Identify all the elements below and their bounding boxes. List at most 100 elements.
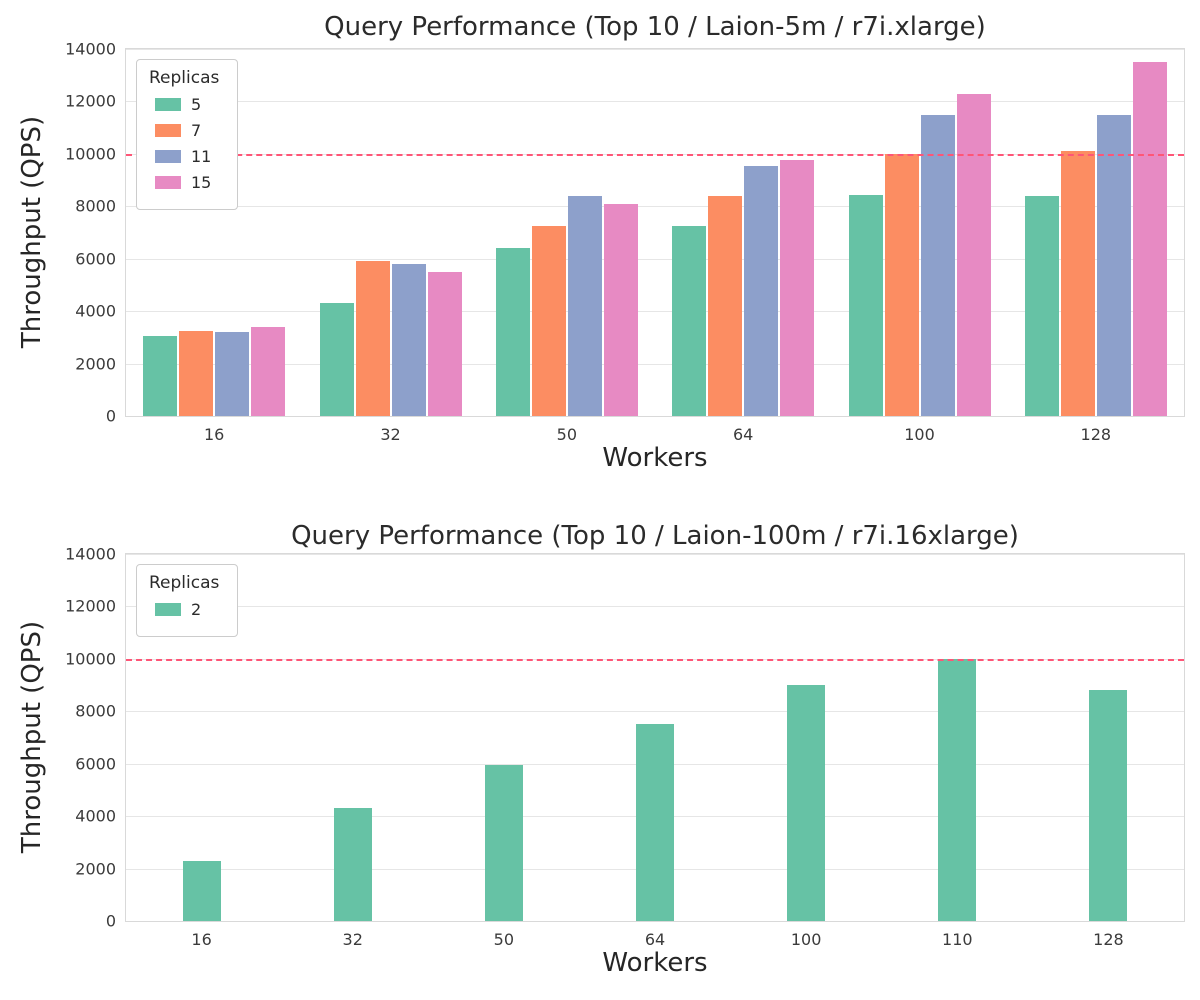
bar — [884, 153, 919, 416]
legend-item: 2 — [155, 600, 219, 619]
legend-label: 7 — [191, 121, 202, 140]
bar — [215, 332, 250, 416]
legend-item: 15 — [155, 173, 219, 192]
bar — [780, 159, 815, 416]
y-tick-label: 2000 — [75, 859, 116, 879]
legend-item: 7 — [155, 121, 219, 140]
bar — [744, 165, 779, 416]
legend-swatch — [155, 98, 181, 111]
bar — [179, 330, 214, 416]
gridline — [126, 49, 1184, 50]
y-tick-label: 14000 — [65, 544, 116, 564]
y-tick-label: 4000 — [75, 806, 116, 826]
legend-label: 11 — [191, 147, 212, 166]
legend-swatch — [155, 603, 181, 616]
x-tick-label: 32 — [342, 930, 363, 949]
gridline — [126, 554, 1184, 555]
x-tick-label: 128 — [1093, 930, 1124, 949]
y-tick-label: 10000 — [65, 649, 116, 669]
legend-swatch — [155, 176, 181, 189]
chart-title: Query Performance (Top 10 / Laion-5m / r… — [324, 12, 986, 42]
legend-title: Replicas — [149, 573, 220, 593]
legend-item: 5 — [155, 95, 219, 114]
y-tick-label: 12000 — [65, 596, 116, 616]
x-tick-label: 50 — [493, 930, 515, 949]
gridline — [126, 711, 1184, 713]
gridline — [126, 363, 1184, 365]
y-tick-label: 14000 — [65, 39, 116, 59]
bar — [182, 860, 221, 921]
y-tick-label: 6000 — [75, 754, 116, 774]
bar — [251, 327, 286, 416]
chart-laion-100m: Query Performance (Top 10 / Laion-100m /… — [0, 505, 1200, 1000]
bar — [956, 93, 991, 416]
x-tick-label: 64 — [732, 425, 754, 444]
bar — [1089, 690, 1128, 921]
x-tick-label: 50 — [556, 425, 578, 444]
bar — [333, 808, 372, 921]
bar — [531, 225, 566, 416]
y-tick-label: 0 — [105, 406, 116, 426]
x-axis-label: Workers — [602, 443, 708, 473]
y-axis-label: Throughput (QPS) — [17, 620, 47, 854]
gridline — [126, 206, 1184, 208]
legend: Replicas 2 — [136, 564, 239, 637]
bar — [355, 261, 390, 416]
x-tick-label: 128 — [1080, 425, 1112, 444]
x-axis-label: Workers — [602, 948, 708, 978]
bar — [567, 195, 602, 416]
x-tick-label: 110 — [942, 930, 973, 949]
bar — [708, 195, 743, 416]
bar — [391, 263, 426, 416]
bar — [787, 685, 826, 921]
y-tick-label: 2000 — [75, 354, 116, 374]
gridline — [126, 311, 1184, 313]
y-tick-label: 12000 — [65, 91, 116, 111]
plot-area: 0 2000 4000 6000 8000 10000 12000 14000 16 32 50 64… — [65, 545, 1185, 949]
legend-swatch — [155, 124, 181, 137]
legend-label: 2 — [191, 600, 202, 619]
gridline — [126, 258, 1184, 260]
bar — [1024, 195, 1059, 416]
bar — [1096, 114, 1131, 416]
y-tick-label: 8000 — [75, 701, 116, 721]
bar — [848, 194, 883, 416]
chart-laion-5m: Query Performance (Top 10 / Laion-5m / r… — [0, 0, 1200, 495]
y-axis-label: Throughput (QPS) — [17, 115, 47, 349]
y-tick-label: 10000 — [65, 144, 116, 164]
x-tick-label: 64 — [644, 930, 666, 949]
y-tick-label: 4000 — [75, 301, 116, 321]
legend-item: 11 — [155, 147, 219, 166]
bar — [427, 271, 462, 416]
bar — [319, 303, 354, 416]
plot-area: 0 2000 4000 6000 8000 10000 12000 14000 16 32 50 64… — [65, 40, 1185, 444]
reference-line — [126, 658, 1184, 661]
bar — [1132, 62, 1167, 416]
chart-title: Query Performance (Top 10 / Laion-100m /… — [291, 521, 1019, 551]
x-tick-label: 100 — [904, 425, 935, 444]
legend-label: 15 — [191, 173, 212, 192]
bar — [495, 248, 530, 416]
x-tick-label: 16 — [203, 425, 225, 444]
legend: Replicas 5 7 11 15 — [136, 59, 239, 210]
bar — [920, 114, 955, 416]
y-tick-label: 6000 — [75, 249, 116, 269]
reference-line — [126, 153, 1184, 156]
bar — [636, 724, 674, 921]
y-tick-label: 0 — [105, 911, 116, 931]
bar — [143, 336, 178, 416]
gridline — [126, 101, 1184, 103]
y-tick-label: 8000 — [75, 196, 116, 216]
legend-title: Replicas — [149, 68, 220, 88]
legend-label: 5 — [191, 95, 202, 114]
legend-swatch — [155, 150, 181, 163]
gridline — [126, 606, 1184, 608]
x-tick-label: 32 — [380, 425, 401, 444]
bar — [603, 203, 638, 416]
x-tick-label: 100 — [790, 930, 822, 949]
bar — [672, 225, 707, 416]
bar — [938, 658, 977, 921]
x-tick-label: 16 — [191, 930, 212, 949]
bar — [1060, 151, 1095, 416]
